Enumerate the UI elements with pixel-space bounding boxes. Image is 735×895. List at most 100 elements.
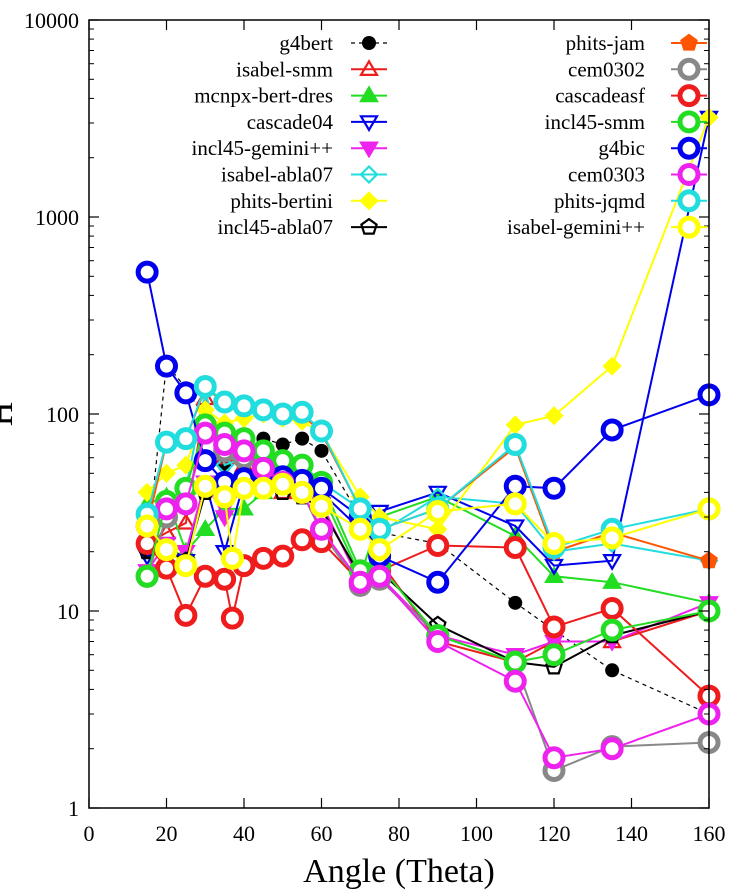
legend-label: cascadeasf — [555, 84, 645, 108]
data-point — [155, 430, 178, 454]
legend-marker — [359, 164, 379, 185]
legend-marker — [677, 84, 701, 108]
series-line — [146, 362, 710, 715]
data-point — [156, 463, 177, 483]
legend-marker — [359, 85, 379, 103]
legend-item: cem0302 — [568, 57, 707, 81]
data-point — [220, 546, 244, 570]
data-point — [505, 519, 526, 537]
legend-item: incl45-abla07 — [218, 215, 387, 239]
data-point — [348, 570, 372, 594]
data-point — [174, 492, 198, 516]
data-point — [135, 260, 159, 284]
data-point — [213, 390, 237, 414]
x-tick-label: 20 — [156, 821, 178, 846]
x-tick-label: 80 — [388, 821, 410, 846]
series-layer — [135, 107, 721, 783]
data-point — [600, 418, 624, 442]
data-point — [251, 546, 275, 570]
legend-label: cem0302 — [568, 57, 645, 81]
data-point — [542, 532, 566, 556]
x-tick-label: 160 — [693, 821, 726, 846]
data-point — [174, 381, 198, 405]
legend-label: isabel-smm — [236, 57, 333, 81]
data-point — [251, 476, 275, 500]
data-point — [155, 538, 178, 562]
legend-marker — [680, 33, 698, 51]
data-point — [600, 618, 624, 642]
legend-label: cascade04 — [247, 110, 334, 134]
legend-label: g4bic — [598, 136, 645, 160]
legend-item: g4bic — [598, 136, 707, 160]
legend-marker — [677, 215, 701, 239]
data-point — [600, 737, 624, 761]
axis-ticks: 0 20 40 60 80 100 120 140 160 1 10 100 1000 10000 — [24, 8, 726, 846]
data-point — [251, 456, 275, 480]
data-point — [426, 630, 450, 654]
legend-marker — [677, 163, 701, 186]
data-point — [193, 374, 217, 398]
data-point — [251, 398, 275, 422]
data-point — [368, 538, 392, 562]
y-tick-label: 1000 — [35, 205, 79, 230]
legend-item: mcnpx-bert-dres — [194, 84, 387, 108]
data-point — [503, 536, 527, 560]
data-point — [232, 439, 256, 463]
y-axis-label: H — [0, 402, 20, 427]
legend-label: cem0303 — [568, 163, 645, 187]
legend-marker — [359, 191, 379, 211]
data-point — [602, 356, 622, 376]
data-point — [155, 556, 178, 580]
data-point — [193, 449, 217, 473]
data-point — [135, 564, 159, 588]
legend-marker — [677, 57, 701, 81]
data-point — [275, 437, 290, 452]
data-point — [193, 421, 217, 445]
data-point — [503, 433, 527, 457]
data-point — [602, 572, 623, 589]
legend-label: phits-bertini — [230, 189, 333, 213]
data-point — [503, 669, 527, 693]
x-tick-label: 40 — [233, 821, 255, 846]
data-point — [174, 554, 198, 578]
data-point — [605, 663, 620, 678]
data-point — [602, 554, 623, 571]
series-isabel-gemini++ — [135, 472, 721, 578]
x-tick-label: 140 — [615, 821, 648, 846]
data-point — [232, 476, 256, 500]
data-point — [193, 564, 217, 588]
data-point — [271, 472, 295, 496]
data-point — [213, 485, 237, 509]
legend-label: isabel-abla07 — [221, 163, 333, 187]
legend-label: incl45-abla07 — [218, 215, 333, 239]
data-point — [505, 415, 525, 435]
x-tick-label: 100 — [460, 821, 493, 846]
data-point — [426, 534, 450, 558]
data-point — [310, 419, 333, 443]
data-point — [174, 427, 198, 451]
legend-item: g4bert — [279, 31, 387, 55]
data-point — [426, 570, 450, 594]
data-point — [271, 402, 295, 426]
data-point — [213, 567, 237, 591]
legend-marker — [677, 136, 701, 160]
data-point — [542, 615, 566, 639]
data-point — [542, 643, 566, 667]
data-point — [213, 433, 237, 457]
data-point — [295, 431, 310, 446]
legend-item: incl45-smm — [545, 110, 707, 134]
x-axis-label: Angle (Theta) — [303, 853, 495, 890]
data-point — [348, 497, 372, 521]
data-point — [290, 480, 314, 504]
legend-item: phits-bertini — [230, 189, 387, 213]
data-point — [314, 443, 329, 458]
y-tick-label: 10 — [57, 599, 79, 624]
data-point — [426, 499, 450, 523]
data-point — [310, 494, 333, 518]
x-tick-label: 60 — [311, 821, 333, 846]
data-point — [271, 544, 295, 568]
legend-label: isabel-gemini++ — [507, 215, 645, 239]
data-point — [503, 650, 527, 674]
legend-marker — [359, 59, 379, 77]
